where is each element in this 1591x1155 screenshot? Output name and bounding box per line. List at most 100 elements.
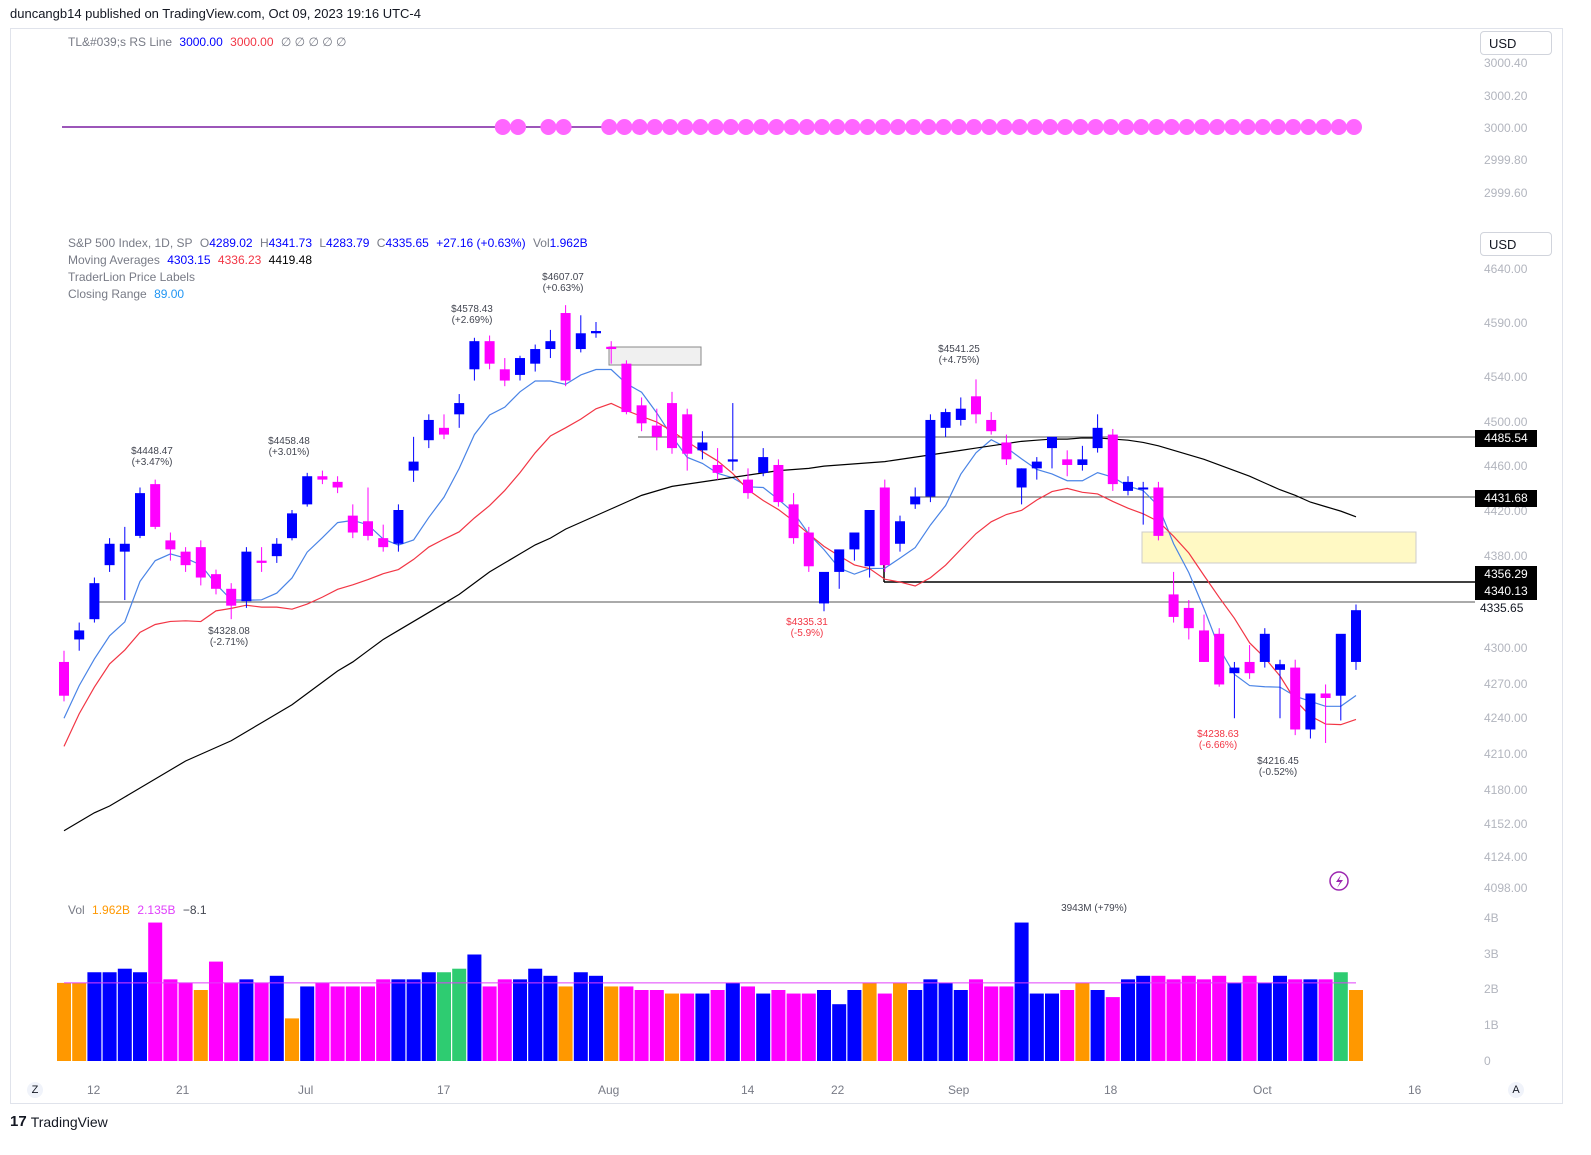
volume-bar xyxy=(254,982,269,1061)
volume-bar xyxy=(1121,979,1135,1061)
close-value: 4335.65 xyxy=(385,236,429,250)
closing-range-legend[interactable]: Closing Range 89.00 xyxy=(68,287,188,301)
volume-bar xyxy=(1197,979,1211,1061)
candle-body xyxy=(940,412,951,428)
closing-range-value: 89.00 xyxy=(154,287,185,301)
candle-body xyxy=(955,408,966,420)
candle-body xyxy=(165,540,176,550)
volume-bar xyxy=(452,968,467,1061)
main-legend[interactable]: S&P 500 Index, 1D, SP O4289.02 H4341.73 … xyxy=(68,236,592,250)
rs-dot xyxy=(1026,119,1043,135)
ma-legend[interactable]: Moving Averages 4303.15 4336.23 4419.48 xyxy=(68,253,316,267)
volume-bar xyxy=(1105,997,1120,1061)
price-tick: 4460.00 xyxy=(1484,459,1528,473)
price-tick: 4420.00 xyxy=(1484,504,1528,518)
volume-bar xyxy=(361,986,375,1061)
auto-scale-button[interactable]: A xyxy=(1508,1082,1524,1098)
volume-bar xyxy=(102,972,117,1061)
high-value: 4341.73 xyxy=(268,236,313,250)
volume-legend[interactable]: Vol 1.962B 2.135B −8.1 xyxy=(68,903,211,917)
rs-dot xyxy=(814,119,830,135)
volume-bar xyxy=(817,990,831,1061)
ma-slow-line xyxy=(63,437,1357,832)
volume-bar xyxy=(695,993,710,1061)
volume-tick: 2B xyxy=(1484,982,1499,996)
price-annotation: $4541.25 (+4.75%) xyxy=(924,344,994,366)
ma-mid-line xyxy=(63,402,1357,747)
volume-bar xyxy=(239,979,254,1061)
candle-body xyxy=(1290,667,1301,730)
price-tick: 4590.00 xyxy=(1484,316,1528,330)
rs-tick: 2999.80 xyxy=(1484,153,1528,167)
candle-body xyxy=(636,405,647,424)
volume-bar xyxy=(391,979,406,1061)
rs-dot xyxy=(1194,119,1210,135)
candle-body xyxy=(408,461,419,471)
publish-header: duncangb14 published on TradingView.com,… xyxy=(10,6,421,21)
volume-tick: 1B xyxy=(1484,1018,1499,1032)
volume-bar xyxy=(877,993,892,1061)
rs-dot xyxy=(981,119,998,135)
candle-body xyxy=(560,313,571,381)
annot-pct: (-5.9%) xyxy=(790,628,824,639)
price-badge: 4340.13 xyxy=(1475,583,1537,600)
lightning-icon-bolt xyxy=(1336,875,1343,888)
price-annotation: $4238.63 (-6.66%) xyxy=(1183,729,1253,751)
candle-body xyxy=(1320,693,1331,698)
rs-dot xyxy=(631,119,648,135)
x-tick: Oct xyxy=(1253,1083,1272,1097)
annot-price: $4448.47 xyxy=(131,446,173,457)
price-labels-legend[interactable]: TraderLion Price Labels xyxy=(68,270,195,284)
rs-dot xyxy=(798,119,815,135)
volume-bar xyxy=(72,982,87,1061)
volume-bar xyxy=(1273,975,1287,1061)
volume-bar xyxy=(893,982,907,1061)
rs-value-2: 3000.00 xyxy=(230,35,274,49)
volume-bar xyxy=(148,922,163,1061)
rs-legend[interactable]: TL&#039;s RS Line 3000.00 3000.00 ∅ ∅ ∅ … xyxy=(68,35,350,49)
zoom-button[interactable]: Z xyxy=(27,1082,43,1098)
main-currency-button[interactable]: USD xyxy=(1480,232,1552,256)
price-tick: 4540.00 xyxy=(1484,370,1528,384)
volume-bar xyxy=(1303,979,1318,1061)
footer[interactable]: 17 TradingView xyxy=(10,1113,108,1130)
candle-body xyxy=(499,369,510,381)
volume-bar xyxy=(710,990,725,1061)
annot-pct: (-0.52%) xyxy=(1258,767,1298,778)
ma3-value: 4419.48 xyxy=(268,253,313,267)
rs-dot xyxy=(996,119,1013,135)
candle-body xyxy=(135,493,145,536)
volume-bar xyxy=(923,979,938,1061)
candle-body xyxy=(1153,487,1164,536)
rs-dot xyxy=(783,119,800,135)
candle-body xyxy=(621,363,632,413)
rs-dot xyxy=(1209,119,1226,135)
rs-dot xyxy=(874,119,891,135)
open-value: 4289.02 xyxy=(209,236,253,250)
rs-currency-button[interactable]: USD xyxy=(1480,31,1552,55)
candle-body xyxy=(1047,436,1057,449)
candle-body xyxy=(834,549,845,572)
symbol-title: S&P 500 Index, 1D, SP xyxy=(68,236,193,250)
annot-pct: (-6.66%) xyxy=(1198,740,1238,751)
volume-bar xyxy=(1242,975,1257,1061)
ma-fast-line xyxy=(63,368,1357,719)
candle-body xyxy=(1275,664,1285,670)
volume-bar xyxy=(634,990,649,1061)
candle-body xyxy=(849,532,860,550)
volume-bar xyxy=(330,986,345,1061)
candle-body xyxy=(226,588,237,606)
candle-body xyxy=(606,346,617,350)
rs-dot xyxy=(1148,119,1165,135)
candle-body xyxy=(104,543,115,566)
rs-dot xyxy=(494,119,511,135)
candle-body xyxy=(651,425,662,437)
price-annotation: $4448.47 (+3.47%) xyxy=(117,446,187,468)
rs-dot xyxy=(935,119,952,135)
candle-body xyxy=(727,459,738,462)
volume-tick: 4B xyxy=(1484,911,1499,925)
volume-bar xyxy=(269,975,284,1061)
o-label: O xyxy=(199,236,210,250)
volume-bar xyxy=(649,990,664,1061)
